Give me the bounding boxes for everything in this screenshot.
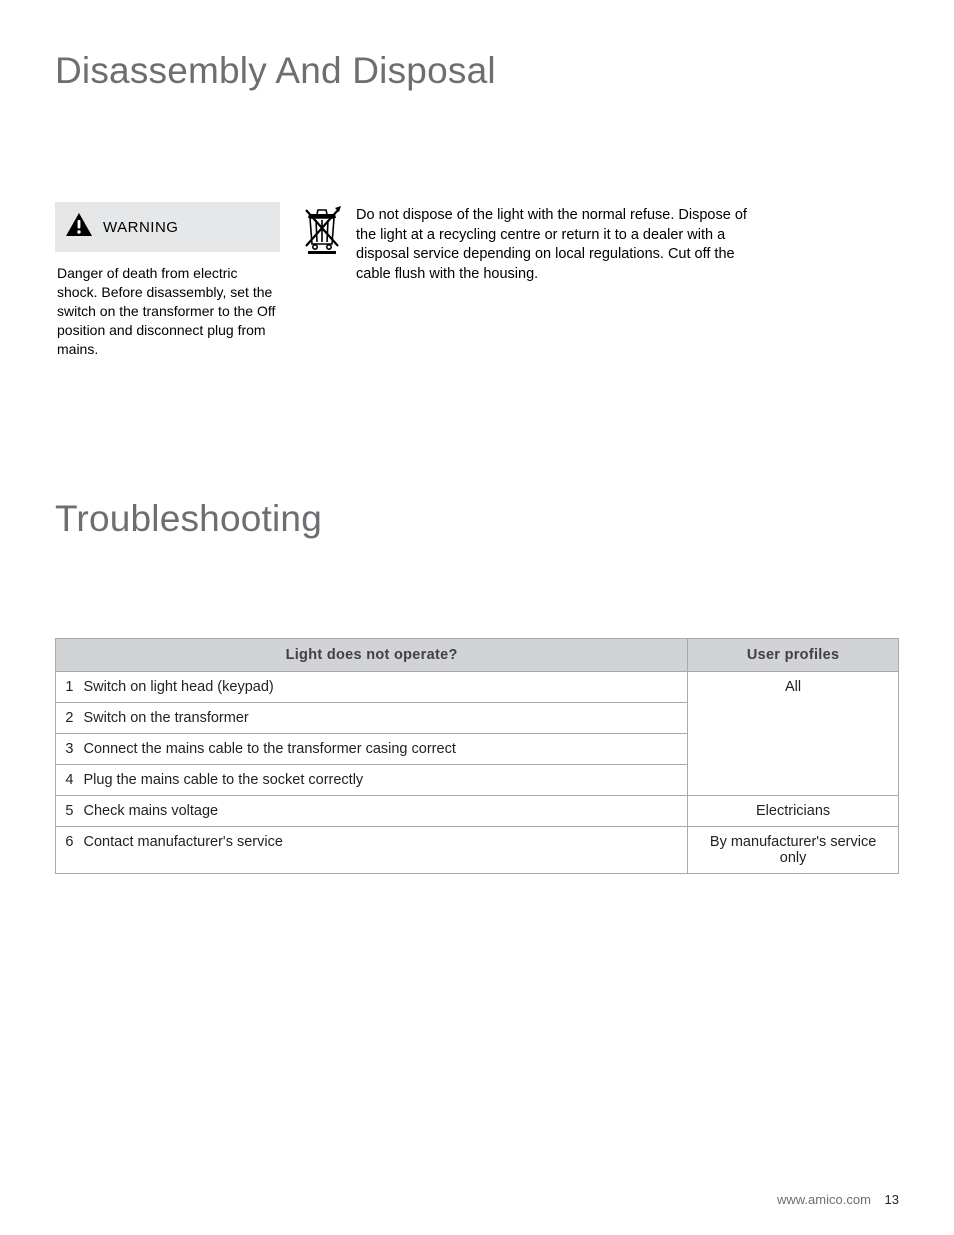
table-header-question: Light does not operate?	[56, 639, 688, 672]
disposal-text: Do not dispose of the light with the nor…	[356, 206, 766, 284]
row-step: Plug the mains cable to the socket corre…	[78, 765, 688, 796]
weee-bin-icon	[302, 206, 342, 254]
row-number: 1	[56, 672, 78, 703]
row-step: Contact manufacturer's service	[78, 827, 688, 874]
row-profile: All	[688, 672, 899, 796]
row-step: Check mains voltage	[78, 796, 688, 827]
table-row: 1 Switch on light head (keypad) All	[56, 672, 899, 703]
section-troubleshooting: Troubleshooting Light does not operate? …	[55, 498, 899, 874]
warning-text: Danger of death from electric shock. Bef…	[55, 252, 280, 358]
row-number: 4	[56, 765, 78, 796]
disposal-block: Do not dispose of the light with the nor…	[302, 202, 899, 284]
table-header-profiles: User profiles	[688, 639, 899, 672]
footer-url: www.amico.com	[777, 1192, 871, 1207]
warning-box: WARNING Danger of death from electric sh…	[55, 202, 280, 358]
page-number: 13	[885, 1192, 899, 1207]
row-step: Switch on the transformer	[78, 703, 688, 734]
warning-header: WARNING	[55, 202, 280, 252]
row-number: 2	[56, 703, 78, 734]
row-profile: Electricians	[688, 796, 899, 827]
troubleshooting-table: Light does not operate? User profiles 1 …	[55, 638, 899, 874]
table-row: 5 Check mains voltage Electricians	[56, 796, 899, 827]
row-number: 5	[56, 796, 78, 827]
row-number: 3	[56, 734, 78, 765]
row-number: 6	[56, 827, 78, 874]
warning-label: WARNING	[103, 219, 178, 236]
row-profile: By manufacturer's service only	[688, 827, 899, 874]
section1-body: WARNING Danger of death from electric sh…	[55, 202, 899, 358]
row-step: Connect the mains cable to the transform…	[78, 734, 688, 765]
row-step: Switch on light head (keypad)	[78, 672, 688, 703]
section-heading-troubleshooting: Troubleshooting	[55, 498, 899, 540]
warning-triangle-icon	[65, 212, 93, 242]
table-row: 6 Contact manufacturer's service By manu…	[56, 827, 899, 874]
section-heading-disassembly: Disassembly And Disposal	[55, 50, 899, 92]
page-footer: www.amico.com 13	[777, 1192, 899, 1207]
